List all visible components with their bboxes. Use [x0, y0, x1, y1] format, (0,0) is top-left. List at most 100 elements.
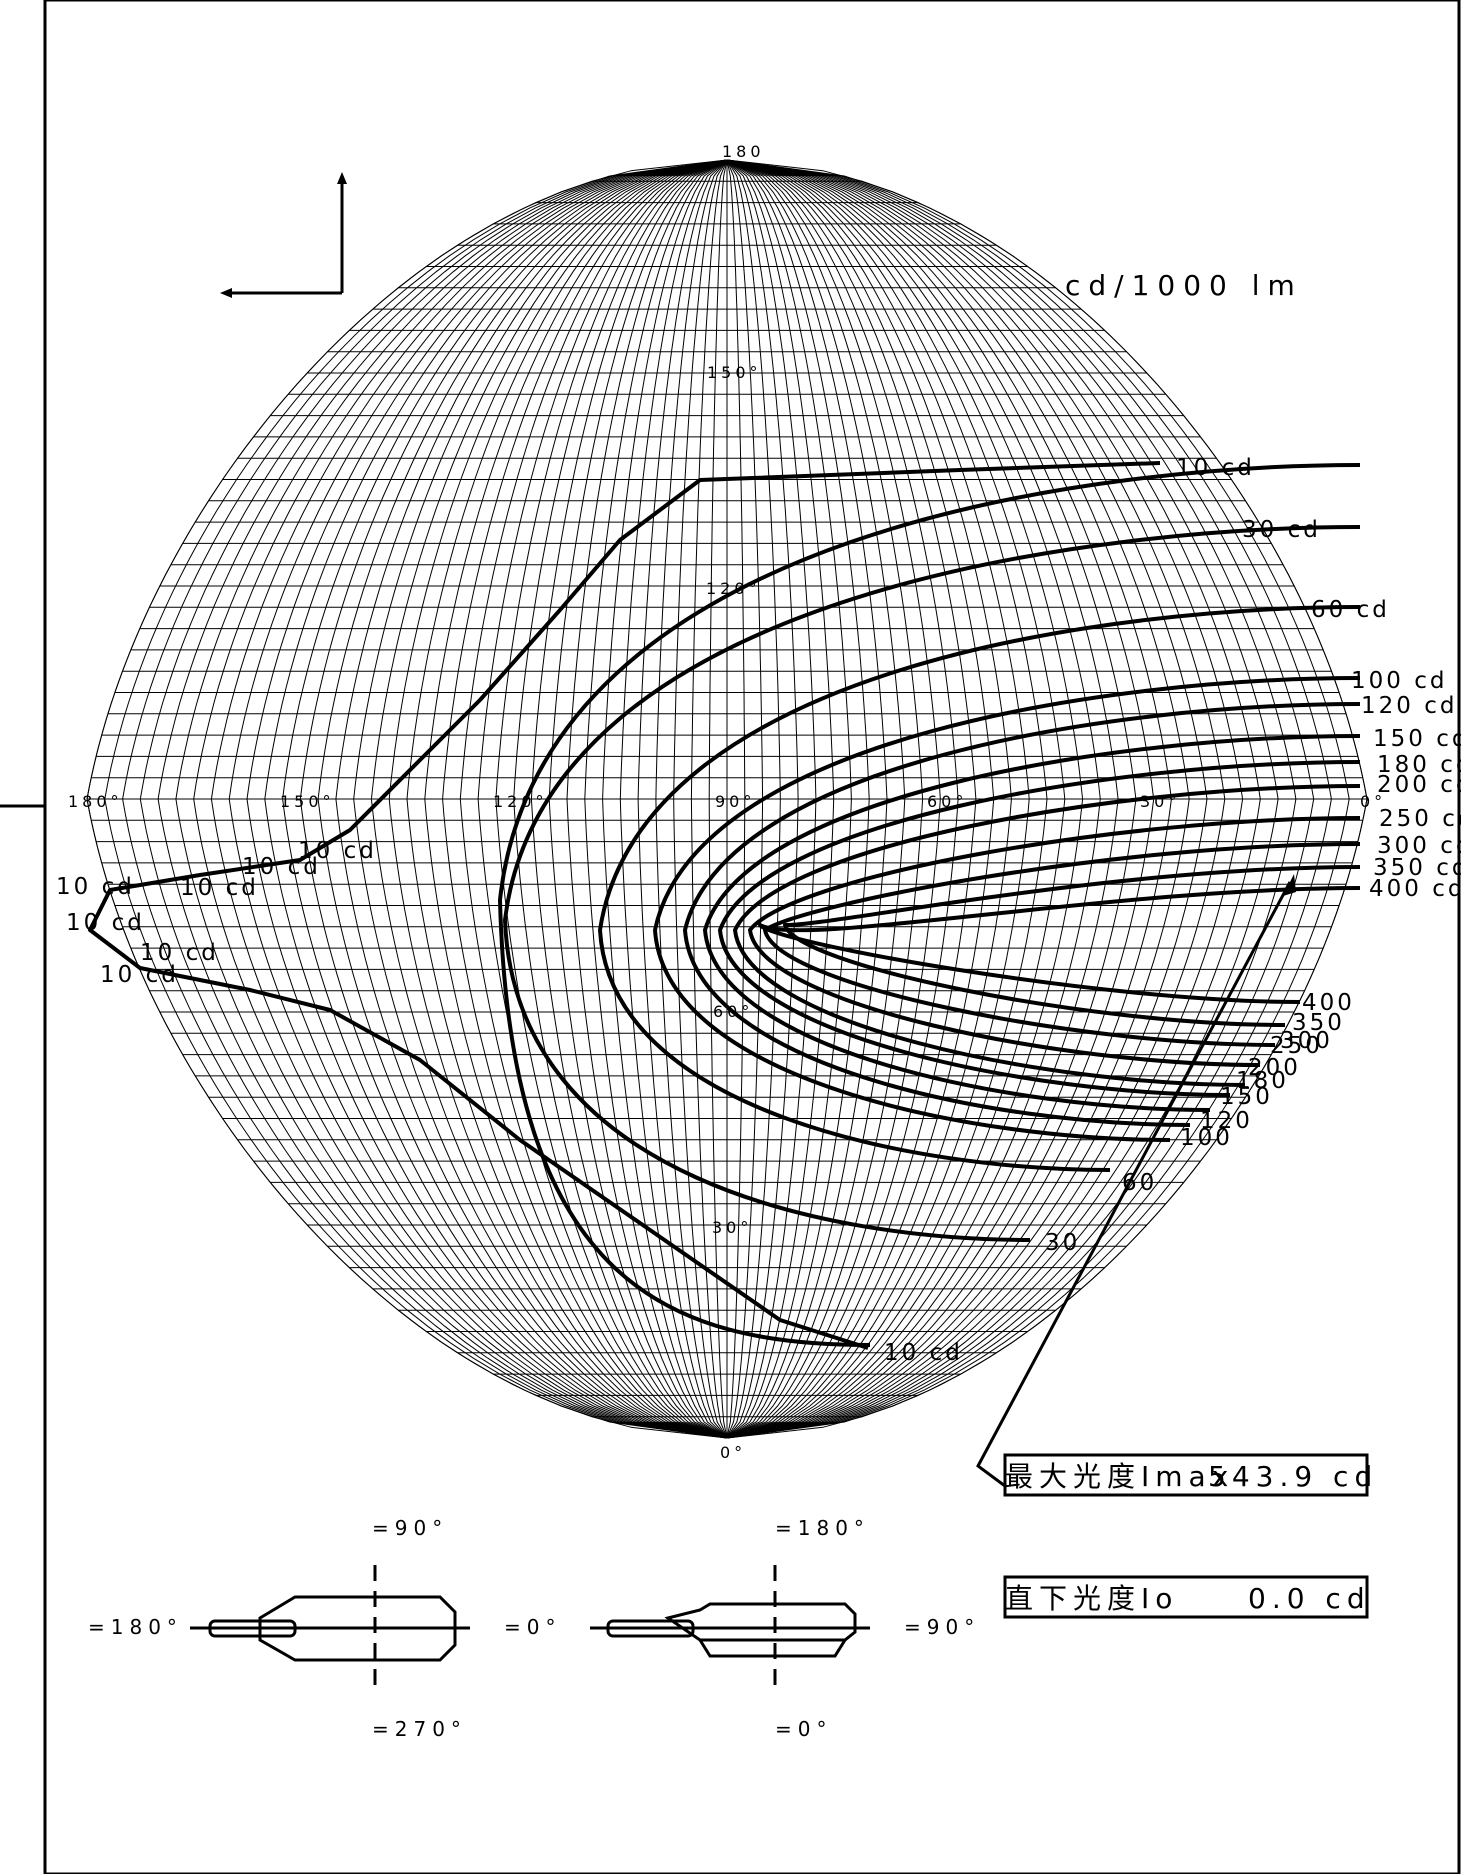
left-contour-label-10d: 10 cd	[180, 875, 259, 901]
nadir-intensity-box: 直下光度Io 0.0 cd	[1003, 1575, 1369, 1619]
axis-arrows-icon	[220, 172, 347, 298]
lower-label-100: 100	[1180, 1125, 1233, 1151]
grid-meridian	[228, 159, 728, 1439]
grid-meridian	[726, 159, 1172, 1439]
grid-meridian	[353, 159, 728, 1439]
grid-meridian	[210, 159, 728, 1439]
projection-outline	[86, 159, 1368, 1439]
grid-meridian	[477, 159, 728, 1439]
contour-label-10: 10 cd	[1176, 455, 1255, 481]
left-contour-label-10b: 10 cd	[242, 854, 321, 880]
grid-meridian	[726, 159, 1332, 1439]
side-top-label: =180°	[775, 1516, 870, 1540]
grid-meridian	[104, 159, 728, 1439]
bottom-contour-label-10: 10 cd	[884, 1340, 963, 1366]
grid-meridian	[530, 159, 728, 1439]
grid-meridian	[726, 159, 835, 1439]
grid-meridian	[637, 159, 728, 1439]
lower-label-300: 300	[1280, 1028, 1333, 1054]
page-border	[43, 0, 1461, 1874]
lower-label-200: 200	[1248, 1055, 1301, 1081]
grid-meridian	[726, 159, 1048, 1439]
lower-label-250: 250	[1270, 1033, 1323, 1059]
plan-left-label: =180°	[88, 1615, 183, 1639]
lower-label-400: 400	[1302, 990, 1355, 1016]
grid-meridian	[726, 159, 1261, 1439]
contour-labels-lower: 400 350 300 250 200 180 150 120 100 60 3…	[56, 838, 1355, 1366]
grid-meridian	[726, 159, 746, 1439]
grid-meridian	[726, 159, 906, 1439]
contour-label-60: 60 cd	[1311, 597, 1390, 623]
grid-meridian	[370, 159, 728, 1439]
contour-label-180: 180 cd	[1377, 752, 1461, 778]
vtick-30: 30°	[712, 1218, 752, 1237]
lower-label-60: 60	[1122, 1170, 1157, 1196]
grid-meridian	[726, 159, 1244, 1439]
grid-meridian	[619, 159, 728, 1439]
contour-350cd	[783, 865, 1361, 1027]
grid-meridian	[175, 159, 728, 1439]
grid-meridian	[193, 159, 728, 1439]
plan-right-label: =0°	[504, 1615, 561, 1639]
contour-180cd	[718, 760, 1361, 1097]
htick-120: 120°	[493, 792, 548, 811]
contour-label-150: 150 cd	[1373, 726, 1461, 752]
contour-100cd	[653, 676, 1361, 1142]
grid-meridian	[726, 159, 1350, 1439]
horizontal-angle-ticks: 180° 150° 120° 90° 60° 30° 0°	[68, 792, 1382, 811]
contour-120cd	[683, 702, 1361, 1127]
plan-top-label: =90°	[372, 1516, 448, 1540]
contour-labels-right: 10 cd 30 cd 60 cd 100 cd 120 cd 150 cd 1…	[1176, 455, 1461, 902]
grid-meridian	[726, 159, 1084, 1439]
left-contour-label-10c: 10 cd	[56, 874, 135, 900]
lower-label-350: 350	[1292, 1010, 1345, 1036]
contour-300cd	[763, 842, 1361, 1047]
max-intensity-pointer	[976, 874, 1296, 1488]
grid-meridian	[406, 159, 728, 1439]
grid-meridian	[246, 159, 728, 1439]
grid-meridian	[726, 159, 799, 1439]
grid-meridian	[495, 159, 728, 1439]
grid-meridian	[655, 159, 728, 1439]
grid-meridian	[584, 159, 728, 1439]
vtick-120: 120°	[706, 579, 761, 598]
grid-meridian	[122, 159, 728, 1439]
contour-label-350: 350 cd	[1373, 855, 1461, 881]
side-bottom-label: =0°	[775, 1717, 832, 1741]
left-contour-label-10g: 10 cd	[100, 962, 179, 988]
grid-meridian	[726, 159, 852, 1439]
grid-meridian	[299, 159, 728, 1439]
contour-60cd	[598, 605, 1361, 1172]
grid-meridian	[726, 159, 1279, 1439]
grid-meridian	[335, 159, 728, 1439]
lower-label-120: 120	[1200, 1108, 1253, 1134]
max-intensity-value: 543.9 cd	[1208, 1460, 1378, 1493]
grid-meridian	[388, 159, 728, 1439]
contour-label-400: 400 cd	[1369, 876, 1461, 902]
grid-meridian	[726, 159, 1101, 1439]
grid-meridian	[673, 159, 728, 1439]
grid-meridian	[690, 159, 728, 1439]
grid-meridian	[726, 159, 1012, 1439]
contour-200cd	[733, 784, 1361, 1087]
grid-meridian	[726, 159, 1190, 1439]
max-intensity-label: 最大光度Imax	[1005, 1460, 1234, 1493]
contour-label-200: 200 cd	[1377, 772, 1461, 798]
luminaire-side-view: =180° =0° =90°	[590, 1516, 974, 1741]
vtick-150: 150°	[707, 363, 762, 382]
grid-meridian	[726, 159, 1297, 1439]
grid-meridian	[726, 159, 1315, 1439]
contour-150cd	[703, 734, 1361, 1112]
left-contour-label-10e: 10 cd	[66, 910, 145, 936]
grid-meridian	[459, 159, 728, 1439]
left-contour-label-10f: 10 cd	[140, 940, 219, 966]
htick-180: 180°	[68, 792, 123, 811]
lower-label-150: 150	[1220, 1084, 1273, 1110]
contour-400cd	[758, 886, 1361, 1004]
contour-label-100: 100 cd	[1351, 668, 1447, 694]
grid-meridian	[513, 159, 728, 1439]
contour-label-250: 250 cd	[1379, 806, 1461, 832]
plan-bottom-label: =270°	[372, 1717, 467, 1741]
grid-meridian	[157, 159, 728, 1439]
